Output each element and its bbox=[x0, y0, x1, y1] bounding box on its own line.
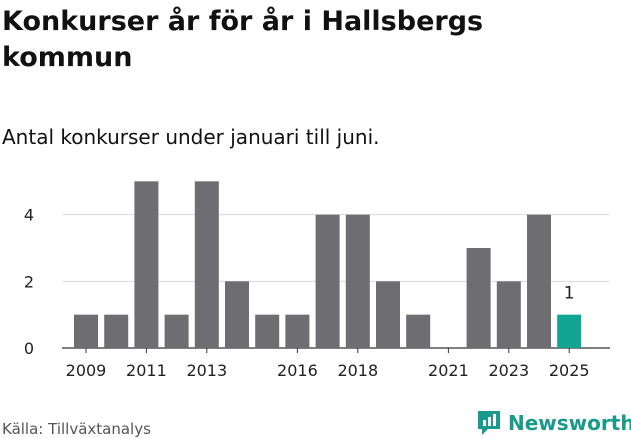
bar-2014 bbox=[225, 281, 249, 348]
y-tick-label: 2 bbox=[24, 272, 34, 291]
x-tick-label: 2021 bbox=[428, 361, 469, 380]
y-tick-label: 4 bbox=[24, 206, 34, 225]
x-tick-label: 2016 bbox=[277, 361, 318, 380]
data-labels: 1 bbox=[564, 284, 575, 304]
bar-2017 bbox=[315, 214, 340, 348]
data-label: 1 bbox=[564, 284, 575, 304]
bars bbox=[74, 181, 582, 348]
x-tick-label: 2011 bbox=[126, 361, 167, 380]
bar-2025 bbox=[557, 314, 582, 348]
bar-2019 bbox=[376, 281, 400, 348]
bar-2018 bbox=[345, 214, 370, 348]
chart-title: Konkurser år för år i Hallsbergs kommun bbox=[2, 6, 484, 73]
x-tick-label: 2013 bbox=[186, 361, 227, 380]
bar-2009 bbox=[74, 314, 98, 348]
bar-2015 bbox=[255, 314, 280, 348]
bar-2016 bbox=[285, 314, 310, 348]
bar-2022 bbox=[466, 248, 491, 348]
chart-subtitle: Antal konkurser under januari till juni. bbox=[2, 125, 380, 149]
newsworthy-logo: Newsworthy bbox=[476, 408, 631, 438]
x-tick-label: 2009 bbox=[66, 361, 107, 380]
source-note: Källa: Tillväxtanalys bbox=[2, 420, 151, 438]
newsworthy-icon bbox=[478, 411, 500, 435]
bar-2024 bbox=[527, 214, 551, 348]
bar-chart: 0 2 4 2009 2011 2013 2016 2018 2021 2023 2025 1 bbox=[24, 181, 610, 380]
bar-2012 bbox=[164, 314, 189, 348]
bar-2011 bbox=[134, 181, 159, 348]
y-tick-label: 0 bbox=[24, 339, 34, 358]
bar-2013 bbox=[194, 181, 219, 348]
x-tick-label: 2025 bbox=[549, 361, 590, 380]
brand-name: Newsworthy bbox=[508, 411, 631, 435]
x-axis-ticks: 2009 2011 2013 2016 2018 2021 2023 2025 bbox=[66, 348, 590, 380]
x-tick-label: 2018 bbox=[337, 361, 378, 380]
bar-2023 bbox=[496, 281, 521, 348]
x-tick-label: 2023 bbox=[488, 361, 529, 380]
y-axis-ticks: 0 2 4 bbox=[24, 206, 34, 358]
bar-2020 bbox=[406, 314, 431, 348]
bar-2010 bbox=[104, 314, 129, 348]
